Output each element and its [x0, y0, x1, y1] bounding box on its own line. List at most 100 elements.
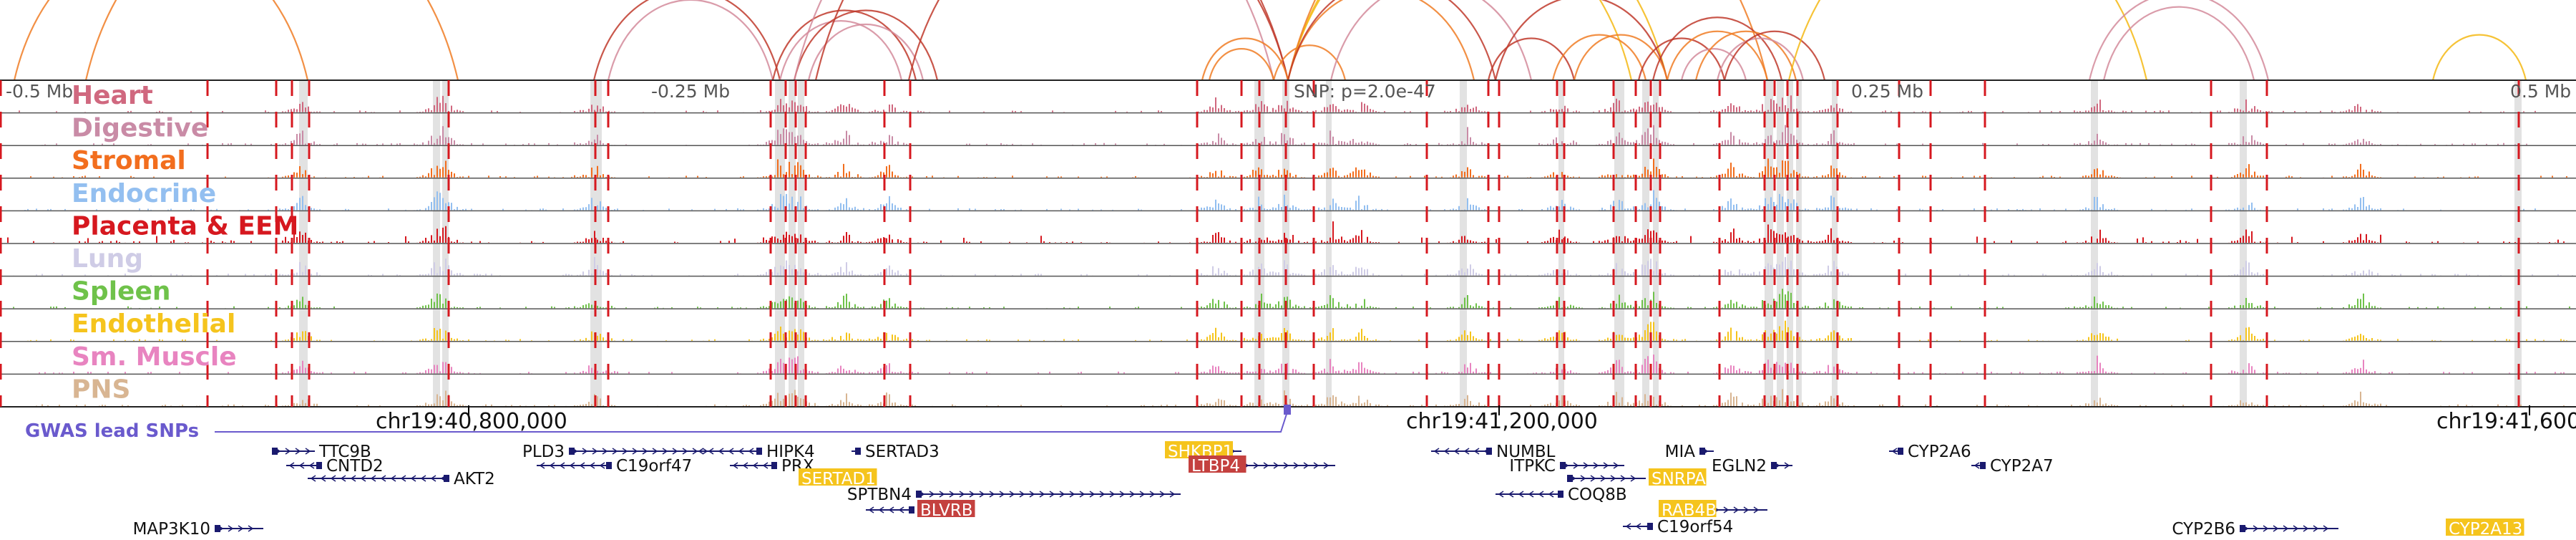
- gene-exon: [1558, 491, 1563, 498]
- gene-cyp2b6[interactable]: CYP2B6: [2172, 520, 2338, 539]
- strand-arrow-icon: [569, 462, 575, 469]
- ocr-marker-layer: [0, 80, 2520, 407]
- gene-egln2[interactable]: EGLN2: [1712, 457, 1792, 476]
- strand-arrow-icon: [1323, 462, 1330, 469]
- chromatin-loop-arc: [1652, 16, 1783, 81]
- gene-numbl[interactable]: NUMBL: [1431, 443, 1556, 461]
- gene-hipk4[interactable]: HIPK4: [696, 443, 815, 461]
- chromatin-loop-arc: [84, 0, 459, 81]
- gene-cyp2a13[interactable]: CYP2A13: [2446, 519, 2524, 539]
- chromatin-loop-arc: [771, 9, 917, 81]
- strand-arrow-icon: [1528, 491, 1534, 498]
- accessibility-signal: [0, 256, 2576, 276]
- strand-arrow-icon: [1583, 462, 1589, 469]
- gene-sertad3[interactable]: SERTAD3: [852, 443, 940, 461]
- strand-arrows: [732, 462, 769, 469]
- strand-arrow-icon: [742, 462, 748, 469]
- strand-arrow-icon: [1753, 506, 1760, 514]
- chromatin-loop-arc: [1494, 0, 1669, 81]
- strand-arrow-icon: [1463, 448, 1470, 455]
- gene-exon: [1980, 462, 1986, 469]
- strand-arrows: [288, 462, 315, 469]
- strand-arrow-icon: [878, 506, 884, 514]
- gene-label: SERTAD3: [865, 443, 940, 461]
- strand-arrow-icon: [1630, 475, 1636, 482]
- gene-label: LTBP4: [1191, 457, 1240, 476]
- gene-mia[interactable]: MIA: [1665, 443, 1714, 461]
- gene-sptbn4[interactable]: SPTBN4: [847, 486, 1181, 504]
- gene-pld3[interactable]: PLD3: [522, 443, 716, 461]
- strand-arrow-icon: [370, 475, 376, 482]
- strand-arrow-icon: [1613, 462, 1619, 469]
- gene-cyp2a7[interactable]: CYP2A7: [1971, 457, 2054, 476]
- gwas-leader-line: [215, 409, 1289, 433]
- coordinate-axis: chr19:40,800,000 chr19:41,200,000 chr19:…: [376, 405, 2576, 434]
- gene-exon: [855, 448, 861, 455]
- gene-itpkc[interactable]: ITPKC: [1509, 457, 1624, 476]
- gene-c19orf47[interactable]: C19orf47: [537, 457, 692, 476]
- strand-arrow-icon: [959, 491, 965, 498]
- strand-arrow-icon: [1169, 491, 1176, 498]
- strand-arrow-icon: [1059, 491, 1065, 498]
- accessibility-signal-layer: [0, 95, 2576, 406]
- strand-arrow-icon: [599, 462, 605, 469]
- strand-arrow-icon: [1635, 523, 1641, 530]
- track-label-spleen: Spleen: [72, 277, 171, 307]
- gene-ltbp4[interactable]: LTBP4: [1189, 455, 1335, 476]
- chromatin-loop-arc: [1716, 37, 1805, 81]
- strand-arrows: [919, 491, 1176, 498]
- chromatin-loop-arc: [1637, 37, 1726, 81]
- strand-arrow-icon: [1313, 462, 1319, 469]
- gene-coq8b[interactable]: COQ8B: [1496, 486, 1627, 504]
- strand-arrow-icon: [2323, 525, 2329, 532]
- strand-arrows: [1974, 462, 1980, 469]
- strand-arrow-icon: [1620, 475, 1626, 482]
- accessibility-signal: [0, 125, 2576, 145]
- track-label-heart: Heart: [72, 81, 153, 110]
- scale-label-plus-0.25: 0.25 Mb: [1851, 81, 1923, 102]
- strand-arrow-icon: [390, 475, 396, 482]
- accessibility-signal: [0, 190, 2576, 211]
- strand-arrow-icon: [989, 491, 995, 498]
- strand-arrow-icon: [1593, 462, 1599, 469]
- gene-label: CYP2A13: [2449, 520, 2522, 537]
- gwas-lead-snp-marker[interactable]: [1284, 405, 1291, 415]
- strand-arrow-icon: [305, 448, 311, 455]
- track-label-placenta-eem: Placenta & EEM: [72, 211, 298, 241]
- strand-arrow-icon: [1538, 491, 1544, 498]
- chromatin-loop-arc: [1551, 34, 1647, 81]
- chromatin-loop-arc: [814, 0, 1289, 81]
- gene-snrpa[interactable]: SNRPA: [1567, 468, 1707, 488]
- gene-sertad1[interactable]: SERTAD1: [799, 468, 877, 488]
- strand-arrow-icon: [1443, 448, 1450, 455]
- strand-arrow-icon: [420, 475, 426, 482]
- strand-arrow-icon: [929, 491, 935, 498]
- chromatin-loop-arc: [1287, 0, 1475, 81]
- chromatin-loop-arc: [1666, 30, 1769, 81]
- gene-blvrb[interactable]: BLVRB: [866, 500, 975, 520]
- chromatin-loop-arc: [13, 0, 309, 81]
- gene-c19orf54[interactable]: C19orf54: [1623, 518, 1733, 536]
- gene-label: CYP2A7: [1990, 457, 2054, 476]
- gwas-track-label: GWAS lead SNPs: [25, 420, 199, 442]
- strand-arrow-icon: [1580, 475, 1586, 482]
- track-frame-layer: [0, 79, 2576, 408]
- strand-arrow-icon: [1253, 462, 1259, 469]
- gene-cyp2a6[interactable]: CYP2A6: [1889, 443, 1971, 461]
- strand-arrow-icon: [1283, 462, 1289, 469]
- strand-arrow-icon: [400, 475, 406, 482]
- gene-highlight-box: [1649, 468, 1707, 486]
- strand-arrow-icon: [1473, 448, 1480, 455]
- strand-arrow-icon: [1039, 491, 1045, 498]
- gene-map3k10[interactable]: MAP3K10: [133, 520, 263, 539]
- strand-arrow-icon: [298, 462, 305, 469]
- gene-cntd2[interactable]: CNTD2: [286, 457, 384, 476]
- gene-rab4b[interactable]: RAB4B: [1659, 500, 1767, 520]
- gene-ttc9b[interactable]: TTC9B: [272, 443, 371, 461]
- strand-arrow-icon: [718, 448, 724, 455]
- chromatin-loop-arc: [1680, 48, 1747, 81]
- strand-arrow-icon: [430, 475, 436, 482]
- gene-exon: [569, 448, 575, 455]
- gene-akt2[interactable]: AKT2: [308, 470, 495, 488]
